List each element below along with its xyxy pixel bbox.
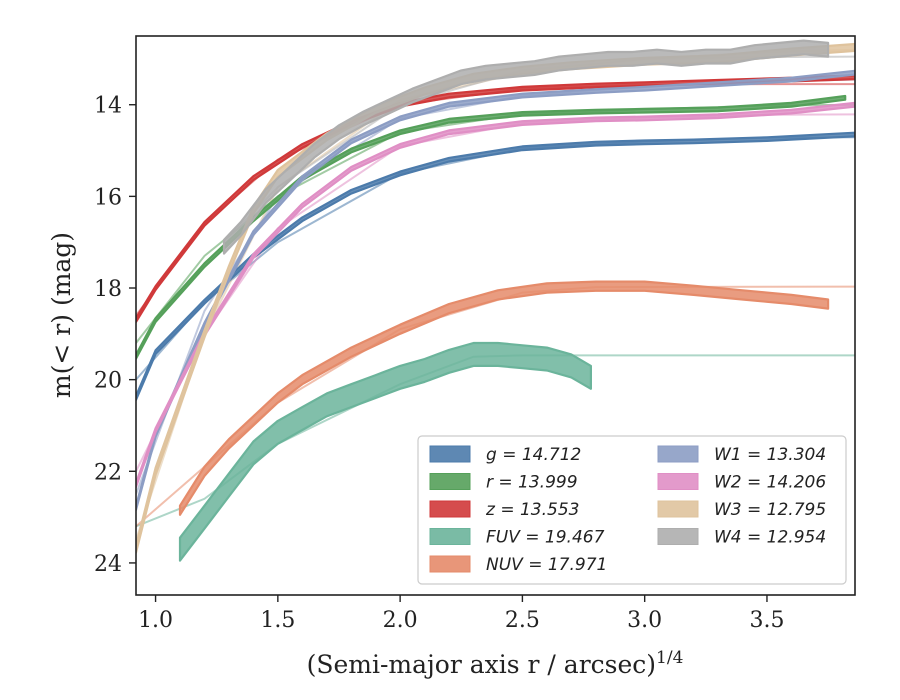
- series-band-g: [136, 131, 855, 401]
- series-band-W2: [136, 101, 855, 488]
- y-tick-label: 18: [94, 277, 122, 302]
- x-axis-label-text: (Semi-major axis r / arcsec): [307, 650, 656, 679]
- legend-label-r: r = 13.999: [486, 473, 578, 493]
- y-tick-label: 16: [94, 185, 122, 210]
- x-axis-label: (Semi-major axis r / arcsec)1/4: [307, 648, 684, 679]
- legend: g = 14.712 r = 13.999 z = 13.553 FUV = 19.4…: [417, 435, 847, 585]
- y-tick-label: 14: [94, 94, 122, 119]
- y-tick-label: 24: [94, 552, 122, 577]
- legend-label-W4: W4 = 12.954: [714, 528, 826, 548]
- legend-swatch-W1: [657, 445, 699, 463]
- x-tick-label: 2.5: [505, 608, 540, 633]
- legend-label-z: z = 13.553: [485, 500, 579, 520]
- x-tick-label: 1.0: [138, 608, 173, 633]
- series-band-FUV: [178, 341, 592, 562]
- y-tick-label: 20: [94, 369, 122, 394]
- series-band-W3: [136, 42, 855, 554]
- legend-swatch-z: [429, 500, 471, 518]
- legend-swatch-r: [429, 473, 471, 490]
- legend-swatch-W3: [657, 500, 699, 518]
- x-tick-label: 3.0: [627, 608, 662, 633]
- x-tick-label: 2.0: [383, 608, 418, 633]
- legend-swatch-W4: [657, 528, 699, 545]
- legend-label-NUV: NUV = 17.971: [486, 555, 607, 575]
- x-tick-label: 1.5: [260, 608, 295, 633]
- y-tick-label: 22: [94, 460, 122, 485]
- legend-swatch-W2: [657, 473, 699, 490]
- series-band-W1: [136, 69, 855, 511]
- x-tick-label: 3.5: [749, 608, 784, 633]
- legend-swatch-NUV: [429, 555, 471, 573]
- legend-swatch-g: [429, 445, 471, 463]
- legend-swatch-FUV: [429, 528, 471, 545]
- x-axis-label-exponent: 1/4: [656, 648, 683, 668]
- series-band-NUV: [178, 280, 830, 516]
- legend-label-g: g = 14.712: [486, 445, 581, 465]
- x-axis: 1.0 1.5 2.0 2.5 3.0 3.5: [138, 595, 784, 633]
- legend-label-FUV: FUV = 19.467: [486, 528, 605, 548]
- series-band-W4: [222, 39, 830, 255]
- y-axis-label: m(< r) (mag): [47, 232, 76, 398]
- legend-label-W3: W3 = 12.795: [714, 500, 826, 520]
- plot-frame: [135, 35, 856, 596]
- legend-box: [417, 435, 847, 585]
- legend-label-W1: W1 = 13.304: [714, 445, 826, 465]
- series-group: [136, 39, 855, 562]
- plot-area: [136, 39, 855, 562]
- legend-label-W2: W2 = 14.206: [714, 473, 826, 493]
- y-axis: 14 16 18 20 22 24: [94, 94, 136, 577]
